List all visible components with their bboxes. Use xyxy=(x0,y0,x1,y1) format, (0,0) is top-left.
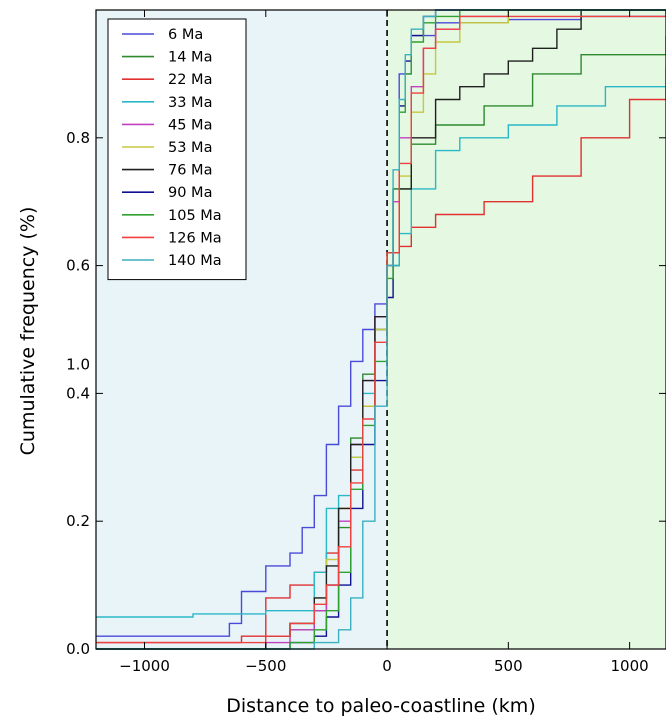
y-axis-label: Cumulative frequency (%) xyxy=(17,207,39,456)
series-line-10 xyxy=(96,9,666,650)
region-land xyxy=(387,10,666,649)
plot-frame xyxy=(95,9,666,650)
legend-entry-label: 90 Ma xyxy=(168,185,212,201)
y-axis-ticks: 0.0 0.2 0.4 0.6 0.8 1.0 xyxy=(66,129,666,658)
x-tick-label: −1000 xyxy=(119,657,170,675)
x-tick-label: 0 xyxy=(382,657,392,675)
plot-border xyxy=(95,9,666,650)
legend-entry-label: 14 Ma xyxy=(168,50,212,66)
legend-entry-label: 33 Ma xyxy=(168,95,212,111)
legend-box xyxy=(107,18,247,281)
legend-entry-label: 126 Ma xyxy=(168,230,222,246)
legend-entry-label: 76 Ma xyxy=(168,163,212,179)
y-tick-label: 0.2 xyxy=(66,512,90,530)
legend-entry-label: 140 Ma xyxy=(168,253,222,269)
legend-entry-label: 105 Ma xyxy=(168,208,222,224)
y-tick-label: 0.8 xyxy=(66,129,90,147)
legend-entry-label: 6 Ma xyxy=(168,27,203,43)
legend-entry-label: 53 Ma xyxy=(168,140,212,156)
legend-entry-label: 22 Ma xyxy=(168,72,212,88)
x-tick-label: 500 xyxy=(494,657,523,675)
y-tick-label: 0.6 xyxy=(66,257,90,275)
legend-entry-label: 45 Ma xyxy=(168,117,212,133)
x-tick-label: 1000 xyxy=(611,657,649,675)
y-tick-label-extra: 1.0 xyxy=(66,356,90,374)
series-lines xyxy=(96,9,666,650)
y-tick-label: 0.4 xyxy=(66,384,90,402)
x-axis-label: Distance to paleo-coastline (km) xyxy=(226,695,535,717)
legend: 6 Ma 14 Ma 22 Ma 33 Ma 45 Ma 53 Ma 76 Ma 90 Ma 1… xyxy=(107,18,247,281)
y-tick-label: 0.0 xyxy=(66,640,90,658)
x-axis-ticks: −1000 −500 0 500 1000 xyxy=(119,10,649,675)
x-tick-label: −500 xyxy=(245,657,286,675)
